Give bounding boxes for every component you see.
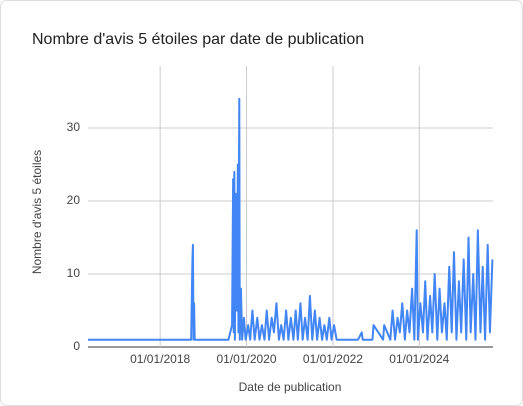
y-tick-label: 10 (67, 266, 81, 280)
y-tick-label: 30 (67, 120, 81, 134)
x-tick-label: 01/01/2020 (216, 352, 276, 366)
x-tick-label: 01/01/2018 (130, 352, 190, 366)
x-axis-label: Date de publication (239, 380, 342, 394)
chart-title: Nombre d'avis 5 étoiles par date de publ… (32, 31, 364, 48)
x-tick-label: 01/01/2022 (303, 352, 363, 366)
y-tick-label: 0 (73, 339, 80, 353)
x-tick-label: 01/01/2024 (389, 352, 449, 366)
y-tick-label: 20 (67, 193, 81, 207)
y-axis-label: Nombre d'avis 5 étoiles (30, 150, 44, 274)
data-line (88, 97, 494, 341)
